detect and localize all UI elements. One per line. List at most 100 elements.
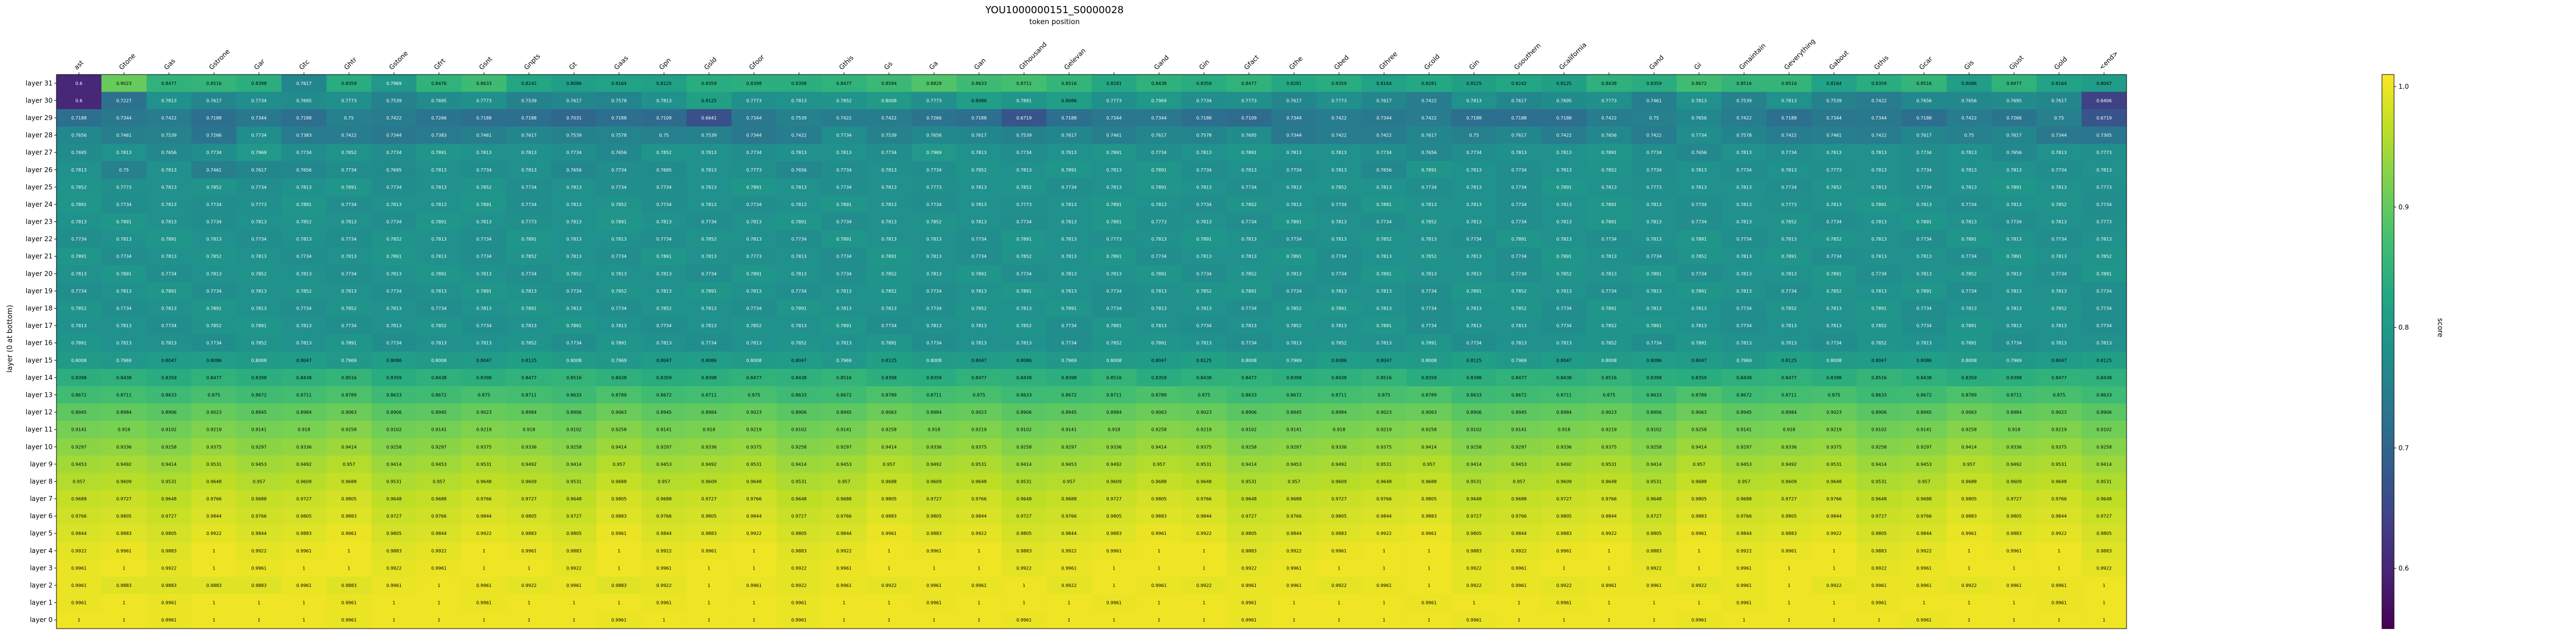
cell-value-label: 0.9961 bbox=[71, 601, 87, 606]
colorbar: 0.60.70.80.91.0 bbox=[2381, 74, 2409, 629]
cell-value-label: 0.7852 bbox=[1196, 289, 1212, 294]
cell-value-label: 0.9219 bbox=[476, 427, 492, 432]
heatmap-cell bbox=[1451, 178, 1497, 196]
cell-value-label: 0.8906 bbox=[566, 410, 582, 415]
cell-value-label: 0.7734 bbox=[1917, 306, 1932, 311]
y-tick-label: layer 22 bbox=[26, 235, 53, 243]
colorbar-segment bbox=[2382, 351, 2394, 355]
colorbar-segment bbox=[2382, 529, 2394, 532]
cell-value-label: 0.9219 bbox=[206, 427, 221, 432]
cell-value-label: 0.7734 bbox=[1421, 306, 1437, 311]
colorbar-segment bbox=[2382, 238, 2394, 241]
cell-value-label: 0.9805 bbox=[1781, 514, 1797, 519]
cell-value-label: 0.9844 bbox=[476, 514, 492, 519]
cell-value-label: 0.7891 bbox=[1152, 341, 1167, 346]
cell-value-label: 0.7813 bbox=[1152, 237, 1167, 242]
heatmap-cell bbox=[911, 161, 957, 179]
cell-value-label: 0.7813 bbox=[2007, 271, 2022, 276]
cell-value-label: 0.7422 bbox=[386, 116, 402, 121]
cell-value-label: 0.7578 bbox=[611, 98, 626, 103]
cell-value-label: 1 bbox=[2102, 583, 2105, 588]
cell-value-label: 0.9883 bbox=[1962, 514, 1977, 519]
cell-value-label: 0.9961 bbox=[1286, 566, 1302, 571]
cell-value-label: 0.7813 bbox=[1061, 220, 1076, 225]
heatmap-cell bbox=[596, 92, 642, 110]
cell-value-label: 0.7734 bbox=[926, 168, 942, 173]
cell-value-label: 0.8398 bbox=[702, 375, 717, 380]
cell-value-label: 0.7813 bbox=[881, 185, 897, 190]
cell-value-label: 0.7734 bbox=[1241, 220, 1257, 225]
cell-value-label: 0.8438 bbox=[1917, 375, 1932, 380]
heatmap-cell bbox=[1181, 92, 1227, 110]
colorbar-segment bbox=[2382, 526, 2394, 529]
cell-value-label: 0.9141 bbox=[71, 427, 87, 432]
heatmap-cell bbox=[1722, 92, 1767, 110]
cell-value-label: 1 bbox=[392, 601, 395, 606]
colorbar-segment bbox=[2382, 360, 2394, 363]
cell-value-label: 0.7813 bbox=[1646, 289, 1662, 294]
cell-value-label: 1 bbox=[1023, 601, 1025, 606]
colorbar-segment bbox=[2382, 368, 2394, 372]
cell-value-label: 0.7813 bbox=[1061, 254, 1076, 259]
cell-value-label: 0.8398 bbox=[1646, 375, 1662, 380]
cell-value-label: 0.7734 bbox=[116, 306, 132, 311]
colorbar-segment bbox=[2382, 567, 2394, 571]
cell-value-label: 0.7344 bbox=[1152, 116, 1167, 121]
colorbar-segment bbox=[2382, 185, 2394, 189]
cell-value-label: 0.7773 bbox=[116, 185, 132, 190]
heatmap-cell bbox=[551, 196, 597, 214]
cell-value-label: 0.7852 bbox=[251, 341, 266, 346]
cell-value-label: 1 bbox=[1518, 601, 1520, 606]
cell-value-label: 0.9961 bbox=[656, 566, 671, 571]
colorbar-segment bbox=[2382, 545, 2394, 549]
colorbar-segment bbox=[2382, 285, 2394, 288]
heatmap-cell bbox=[281, 196, 327, 214]
heatmap-cell bbox=[1226, 126, 1272, 144]
cell-value-label: 0.7891 bbox=[1691, 289, 1707, 294]
cell-value-label: 0.9492 bbox=[1331, 462, 1347, 467]
cell-value-label: 1 bbox=[1518, 618, 1520, 623]
cell-value-label: 0.8516 bbox=[1107, 375, 1122, 380]
cell-value-label: 0.7617 bbox=[1376, 98, 1392, 103]
cell-value-label: 1 bbox=[2102, 618, 2105, 623]
heatmap-cell bbox=[641, 213, 687, 231]
cell-value-label: 0.9023 bbox=[1196, 410, 1212, 415]
cell-value-label: 0.9883 bbox=[1107, 531, 1122, 536]
cell-value-label: 0.7656 bbox=[297, 168, 312, 173]
colorbar-segment bbox=[2382, 265, 2394, 269]
cell-value-label: 0.7813 bbox=[431, 254, 447, 259]
cell-value-label: 0.7383 bbox=[297, 133, 312, 138]
heatmap-cell bbox=[1901, 126, 1947, 144]
cell-value-label: 0.9805 bbox=[702, 514, 717, 519]
cell-value-label: 0.7813 bbox=[341, 220, 357, 225]
heatmap-cell bbox=[1586, 144, 1632, 162]
colorbar-segment bbox=[2382, 121, 2394, 125]
cell-value-label: 0.6641 bbox=[702, 116, 717, 121]
heatmap-cell bbox=[506, 75, 552, 93]
heatmap-cell bbox=[1631, 144, 1677, 162]
cell-value-label: 1 bbox=[1428, 549, 1431, 554]
cell-value-label: 0.9961 bbox=[1241, 618, 1257, 623]
colorbar-segment bbox=[2382, 592, 2394, 596]
cell-value-label: 0.8984 bbox=[1781, 410, 1797, 415]
heatmap-cell bbox=[1046, 161, 1092, 179]
heatmap-cell bbox=[1001, 196, 1047, 214]
cell-value-label: 0.7813 bbox=[702, 254, 717, 259]
heatmap-cell bbox=[776, 161, 822, 179]
cell-value-label: 0.9805 bbox=[1871, 531, 1887, 536]
cell-value-label: 1 bbox=[1428, 566, 1431, 571]
cell-value-label: 0.7734 bbox=[1152, 254, 1167, 259]
cell-value-label: 0.9766 bbox=[1736, 514, 1752, 519]
cell-value-label: 0.9805 bbox=[1466, 531, 1481, 536]
cell-value-label: 0.6406 bbox=[2096, 98, 2112, 103]
cell-value-label: 0.7891 bbox=[71, 341, 87, 346]
cell-value-label: 0.918 bbox=[2008, 427, 2020, 432]
heatmap-cell bbox=[821, 178, 867, 196]
cell-value-label: 0.7813 bbox=[791, 185, 807, 190]
cell-value-label: 0.7813 bbox=[1241, 323, 1257, 328]
heatmap-cell bbox=[1181, 161, 1227, 179]
cell-value-label: 0.8789 bbox=[1152, 392, 1167, 397]
heatmap-cell bbox=[956, 178, 1002, 196]
cell-value-label: 0.8984 bbox=[1331, 410, 1347, 415]
heatmap-cell bbox=[1496, 126, 1542, 144]
